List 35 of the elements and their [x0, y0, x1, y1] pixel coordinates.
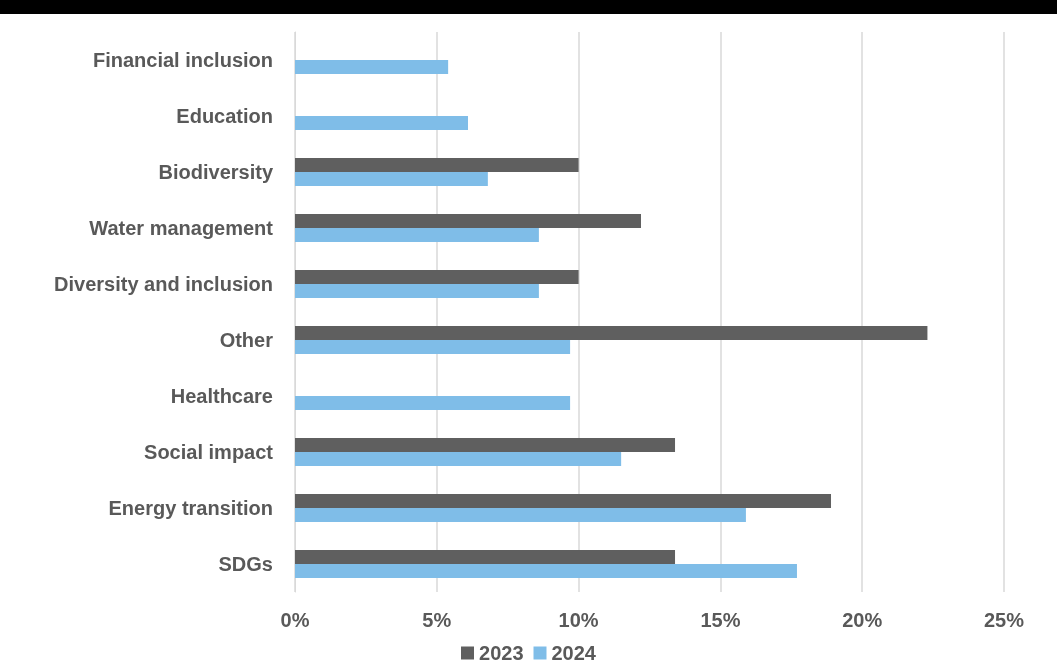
- bar: [295, 396, 571, 410]
- y-tick-label: Healthcare: [170, 385, 273, 407]
- bar: [295, 438, 676, 452]
- y-tick-label: Other: [219, 329, 274, 351]
- y-tick-label: Biodiversity: [158, 161, 274, 183]
- x-tick-label: 25%: [983, 609, 1025, 631]
- bar: [295, 158, 579, 172]
- bar: [295, 508, 746, 522]
- bar: [295, 284, 539, 298]
- y-tick-label: Financial inclusion: [92, 49, 273, 71]
- bar: [295, 172, 488, 186]
- bar: [295, 228, 539, 242]
- y-tick-label: Energy transition: [108, 497, 273, 519]
- bar: [295, 60, 449, 74]
- x-tick-label: 10%: [558, 609, 599, 631]
- y-tick-label: Education: [176, 105, 273, 127]
- y-tick-label: Water management: [89, 217, 274, 239]
- bar: [295, 214, 641, 228]
- bar: [295, 116, 468, 130]
- y-tick-label: Social impact: [144, 441, 274, 463]
- x-tick-label: 15%: [700, 609, 741, 631]
- bar: [295, 270, 579, 284]
- bar: [295, 494, 831, 508]
- legend-label: 2024: [551, 642, 597, 664]
- x-tick-label: 5%: [422, 609, 452, 631]
- bar: [295, 340, 571, 354]
- bar: [295, 550, 676, 564]
- x-tick-label: 20%: [842, 609, 883, 631]
- bar: [295, 564, 797, 578]
- y-tick-label: Diversity and inclusion: [54, 273, 273, 295]
- bar: [295, 326, 928, 340]
- bar: [295, 452, 622, 466]
- legend-label: 2023: [479, 642, 524, 664]
- x-tick-label: 0%: [280, 609, 310, 631]
- y-tick-label: SDGs: [218, 553, 273, 575]
